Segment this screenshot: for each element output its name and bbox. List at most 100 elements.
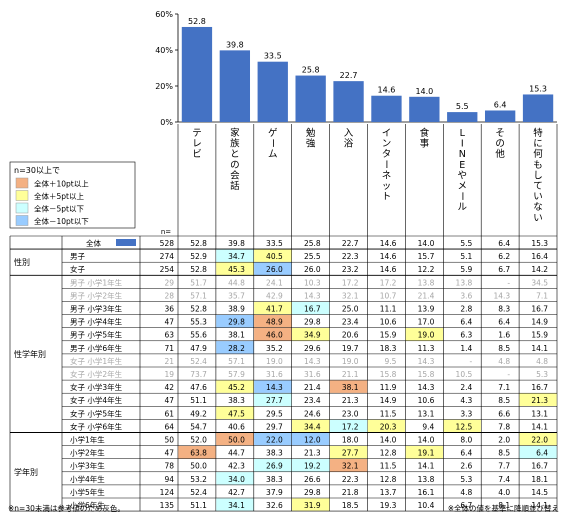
cell-value: 47.5 <box>228 409 245 418</box>
cell-highlight <box>443 419 481 433</box>
cell-value: 9.5 <box>385 357 397 366</box>
legend-label: 全体＋5pt以上 <box>34 191 84 201</box>
bar-value-label: 14.6 <box>378 86 396 95</box>
row-n: 47 <box>164 449 174 458</box>
cell-value: 27.7 <box>342 449 359 458</box>
cell-value: 18.5 <box>342 501 359 510</box>
cell-value: 6.7 <box>460 501 472 510</box>
category-label: い <box>533 192 543 203</box>
cell-value: 42.9 <box>266 291 283 300</box>
row-n: 71 <box>164 344 174 353</box>
cell-value: 13.8 <box>456 278 473 287</box>
cell-highlight <box>405 445 443 459</box>
row-label: 男子 小学6年生 <box>70 343 123 353</box>
category-label: メ <box>457 181 467 192</box>
cell-value: 14.5 <box>531 488 548 497</box>
cell-value: 10.7 <box>380 291 397 300</box>
cell-value: 10.3 <box>304 278 321 287</box>
cell-value: 8.0 <box>460 436 472 445</box>
cell-value: 51.1 <box>190 501 207 510</box>
cell-value: 19.0 <box>266 357 283 366</box>
cell-value: 15.3 <box>531 239 548 248</box>
category-label: 他 <box>495 148 505 160</box>
legend-box <box>9 161 136 229</box>
cell-value: 4.3 <box>460 396 472 405</box>
cell-value: 48.9 <box>266 318 283 327</box>
category-label: I <box>461 139 464 150</box>
cell-value: 6.4 <box>460 449 472 458</box>
cell-value: 8.5 <box>498 396 510 405</box>
cell-value: 6.4 <box>536 449 548 458</box>
cell-value: 63.8 <box>190 449 207 458</box>
cell-value: 21.8 <box>342 488 359 497</box>
cell-value: 5.5 <box>460 239 472 248</box>
cell-highlight <box>292 498 330 511</box>
cell-value: 29.8 <box>228 318 245 327</box>
cell-highlight <box>292 328 330 341</box>
row-label: 女子 小学3年生 <box>70 382 123 392</box>
cell-highlight <box>254 314 292 328</box>
cell-value: 16.7 <box>531 305 548 314</box>
row-n: 21 <box>164 357 174 366</box>
cell-value: 22.3 <box>342 475 359 484</box>
cell-value: 14.6 <box>380 239 397 248</box>
bar-value-label: 14.0 <box>415 87 433 96</box>
category-label: 話 <box>230 180 240 192</box>
cell-value: 6.4 <box>460 318 472 327</box>
row-n: 42 <box>164 383 174 392</box>
category-label: タ <box>382 149 392 160</box>
category-label: 家 <box>230 127 240 139</box>
row-n: 64 <box>164 422 174 431</box>
cell-value: - <box>507 278 510 287</box>
category-label: の <box>230 160 240 171</box>
cell-value: 17.2 <box>342 422 359 431</box>
cell-value: 34.5 <box>531 278 548 287</box>
cell-value: 52.4 <box>190 357 207 366</box>
cell-value: 38.3 <box>266 449 283 458</box>
cell-highlight <box>519 445 557 459</box>
cell-value: 31.6 <box>304 370 321 379</box>
category-label: と <box>230 149 240 160</box>
row-label: 女子 小学1年生 <box>70 356 123 366</box>
cell-value: 55.3 <box>190 318 207 327</box>
cell-value: 5.3 <box>536 370 548 379</box>
cell-highlight <box>329 380 368 393</box>
cell-value: 18.1 <box>531 475 548 484</box>
legend-label: 全体－10pt以下 <box>34 216 89 226</box>
cell-value: 38.3 <box>266 475 283 484</box>
cell-value: 25.0 <box>342 305 359 314</box>
bar <box>447 112 478 122</box>
category-label: 勉 <box>306 127 316 139</box>
cell-highlight <box>254 393 292 406</box>
cell-value: 19.3 <box>380 501 397 510</box>
cell-value: 14.1 <box>531 501 548 510</box>
cell-value: 21.4 <box>418 291 435 300</box>
category-label: レ <box>192 139 202 150</box>
group-label: 学年別 <box>14 467 38 477</box>
cell-value: 41.7 <box>266 305 283 314</box>
cell-highlight <box>254 380 292 393</box>
category-label: テ <box>192 128 202 139</box>
category-label: ビ <box>192 149 202 160</box>
cell-value: 38.1 <box>228 331 245 340</box>
cell-highlight <box>216 432 254 446</box>
cell-value: 29.5 <box>266 409 283 418</box>
bar <box>522 94 554 122</box>
cell-value: 47.6 <box>190 383 207 392</box>
cell-value: 14.1 <box>531 422 548 431</box>
cell-value: 34.4 <box>304 422 321 431</box>
bar <box>333 81 364 122</box>
cell-value: 15.9 <box>531 331 548 340</box>
cell-value: 19.1 <box>418 449 435 458</box>
cell-value: 42.3 <box>228 462 245 471</box>
cell-value: 7.1 <box>498 383 510 392</box>
cell-value: 20.3 <box>380 422 397 431</box>
category-label: て <box>533 181 543 192</box>
cell-value: 7.7 <box>498 462 510 471</box>
cell-value: 3.6 <box>460 291 472 300</box>
cell-highlight <box>216 498 254 511</box>
cell-value: 33.5 <box>266 239 283 248</box>
category-label: ゲ <box>268 127 278 139</box>
cell-value: 6.2 <box>498 252 510 261</box>
cell-value: 29.8 <box>304 318 321 327</box>
